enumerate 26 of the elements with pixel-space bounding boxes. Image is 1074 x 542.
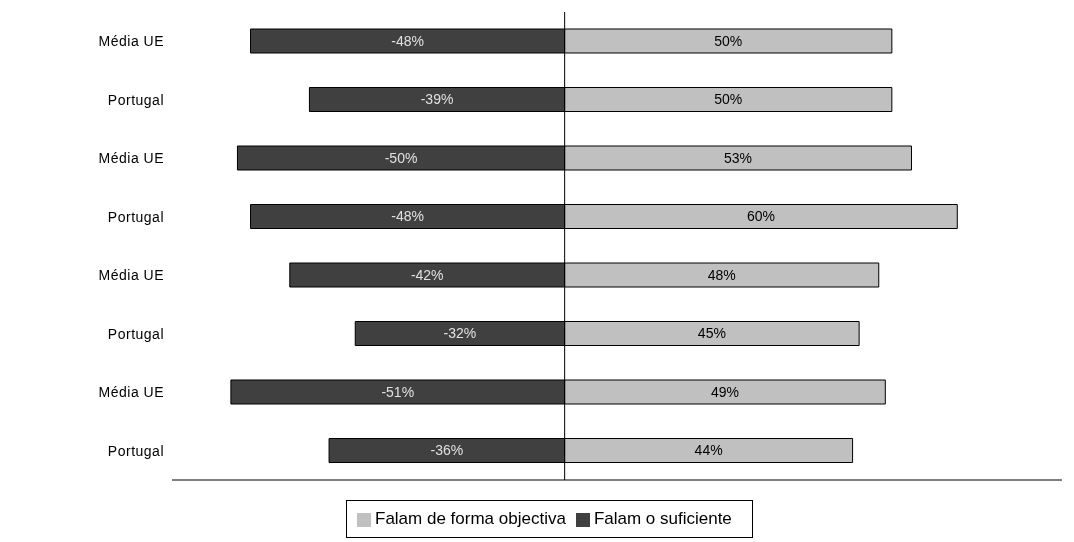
data-label: -50% [384,149,418,166]
data-label: 44% [694,442,723,459]
data-label: 53% [724,149,753,166]
y-tick-label: Portugal [107,442,164,459]
legend-label: Falam de forma objectiva [375,509,566,528]
data-label: 60% [746,208,775,225]
data-label: 49% [710,383,739,400]
legend-label: Falam o suficiente [593,509,732,528]
y-tick-label: Média UE [98,150,164,167]
data-label: 45% [697,325,726,342]
data-label: -39% [420,91,454,108]
data-label: -48% [391,208,424,225]
data-label: -42% [410,266,444,283]
data-label: 48% [707,266,736,283]
y-tick-label: Portugal [107,91,164,108]
y-tick-label: Média UE [98,267,164,284]
y-tick-label: Portugal [107,325,164,342]
data-label: -32% [443,325,477,342]
y-tick-label: Portugal [107,208,164,225]
data-label: -48% [391,32,424,49]
data-label: 50% [714,32,743,49]
data-label: -36% [430,442,464,459]
data-label: -51% [381,383,415,400]
data-label: 50% [714,91,743,108]
y-tick-label: Média UE [98,384,164,401]
y-tick-label: Média UE [98,33,164,50]
